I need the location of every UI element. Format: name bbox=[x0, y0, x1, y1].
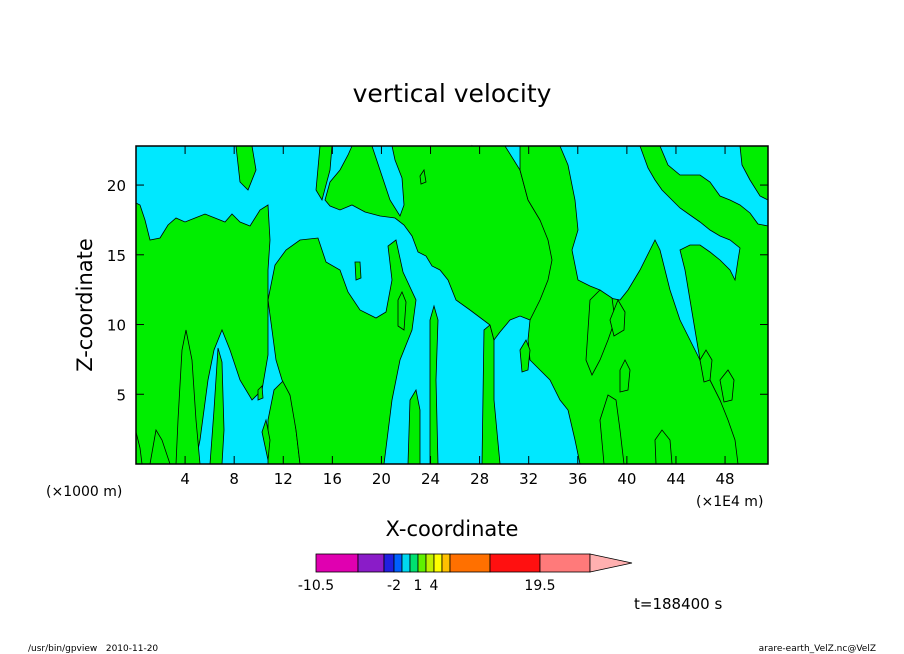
colorbar-box bbox=[315, 553, 359, 573]
x-axis-label: X-coordinate bbox=[386, 517, 519, 541]
x-tick-label: 8 bbox=[229, 470, 239, 488]
y-tick-label: 15 bbox=[107, 247, 126, 265]
chart-title: vertical velocity bbox=[353, 79, 552, 108]
colorbar-label: -10.5 bbox=[298, 578, 334, 594]
x-unit-right: (×1E4 m) bbox=[696, 494, 763, 510]
footer-left: /usr/bin/gpview 2010-11-20 bbox=[28, 644, 158, 654]
colorbar-box bbox=[357, 553, 385, 573]
positive-region-18 bbox=[585, 289, 616, 376]
positive-region-16 bbox=[324, 145, 576, 392]
y-axis-label: Z-coordinate bbox=[73, 238, 97, 372]
footer-right: arare-earth_VelZ.nc@VelZ bbox=[759, 644, 876, 654]
positive-region-10 bbox=[407, 388, 421, 465]
colorbar-label: 4 bbox=[430, 578, 439, 594]
colorbar-label: -2 bbox=[387, 578, 401, 594]
x-tick-label: 40 bbox=[617, 470, 636, 488]
x-tick-label: 12 bbox=[274, 470, 293, 488]
colorbar-label: 19.5 bbox=[524, 578, 555, 594]
colorbar-box bbox=[441, 553, 451, 573]
positive-region-8 bbox=[397, 291, 407, 331]
y-axis-ticks: 5 10 15 20 bbox=[107, 177, 768, 404]
y-tick-label: 10 bbox=[107, 317, 126, 335]
positive-region-23 bbox=[619, 359, 631, 393]
x-tick-label: 20 bbox=[372, 470, 391, 488]
x-tick-label: 4 bbox=[180, 470, 190, 488]
x-tick-label: 36 bbox=[568, 470, 587, 488]
positive-region-24 bbox=[654, 429, 673, 465]
colorbar-box bbox=[449, 553, 491, 573]
positive-region-19 bbox=[609, 299, 626, 337]
positive-region-28 bbox=[354, 261, 362, 281]
positive-region-25 bbox=[699, 349, 713, 383]
colorbar-box bbox=[383, 553, 395, 573]
y-tick-label: 20 bbox=[107, 177, 126, 195]
time-label: t=188400 s bbox=[634, 595, 722, 613]
x-tick-label: 24 bbox=[421, 470, 440, 488]
colorbar-labels: -10.5 -2 1 4 19.5 bbox=[298, 578, 556, 594]
positive-region-3 bbox=[175, 329, 201, 465]
positive-region-26 bbox=[519, 339, 531, 373]
positive-velocity-regions bbox=[135, 144, 769, 465]
colorbar-box bbox=[425, 553, 435, 573]
x-unit-left: (×1000 m) bbox=[46, 484, 122, 500]
x-axis-ticks: 4 8 12 16 20 24 28 32 36 40 44 48 bbox=[180, 146, 735, 488]
positive-region-27 bbox=[719, 369, 735, 403]
colorbar-box bbox=[401, 553, 411, 573]
positive-region-7 bbox=[267, 237, 417, 465]
positive-region-29 bbox=[419, 168, 427, 185]
plot-frame bbox=[135, 145, 769, 465]
x-tick-label: 16 bbox=[323, 470, 342, 488]
colorbar-box bbox=[489, 553, 541, 573]
x-tick-label: 28 bbox=[470, 470, 489, 488]
colorbar-box bbox=[409, 553, 419, 573]
y-tick-label: 5 bbox=[116, 386, 126, 404]
x-tick-label: 48 bbox=[716, 470, 735, 488]
colorbar-box bbox=[433, 553, 443, 573]
colorbar-label: 1 bbox=[414, 578, 423, 594]
positive-region-0 bbox=[135, 202, 271, 465]
colorbar-box bbox=[393, 553, 403, 573]
positive-region-20 bbox=[639, 145, 769, 465]
colorbar-box bbox=[539, 553, 591, 573]
x-tick-label: 32 bbox=[519, 470, 538, 488]
positive-region-6 bbox=[261, 418, 271, 461]
positive-region-30 bbox=[257, 385, 264, 401]
colorbar bbox=[315, 553, 633, 573]
colorbar-arrow bbox=[589, 553, 633, 573]
x-tick-label: 44 bbox=[666, 470, 685, 488]
colorbar-box bbox=[417, 553, 427, 573]
